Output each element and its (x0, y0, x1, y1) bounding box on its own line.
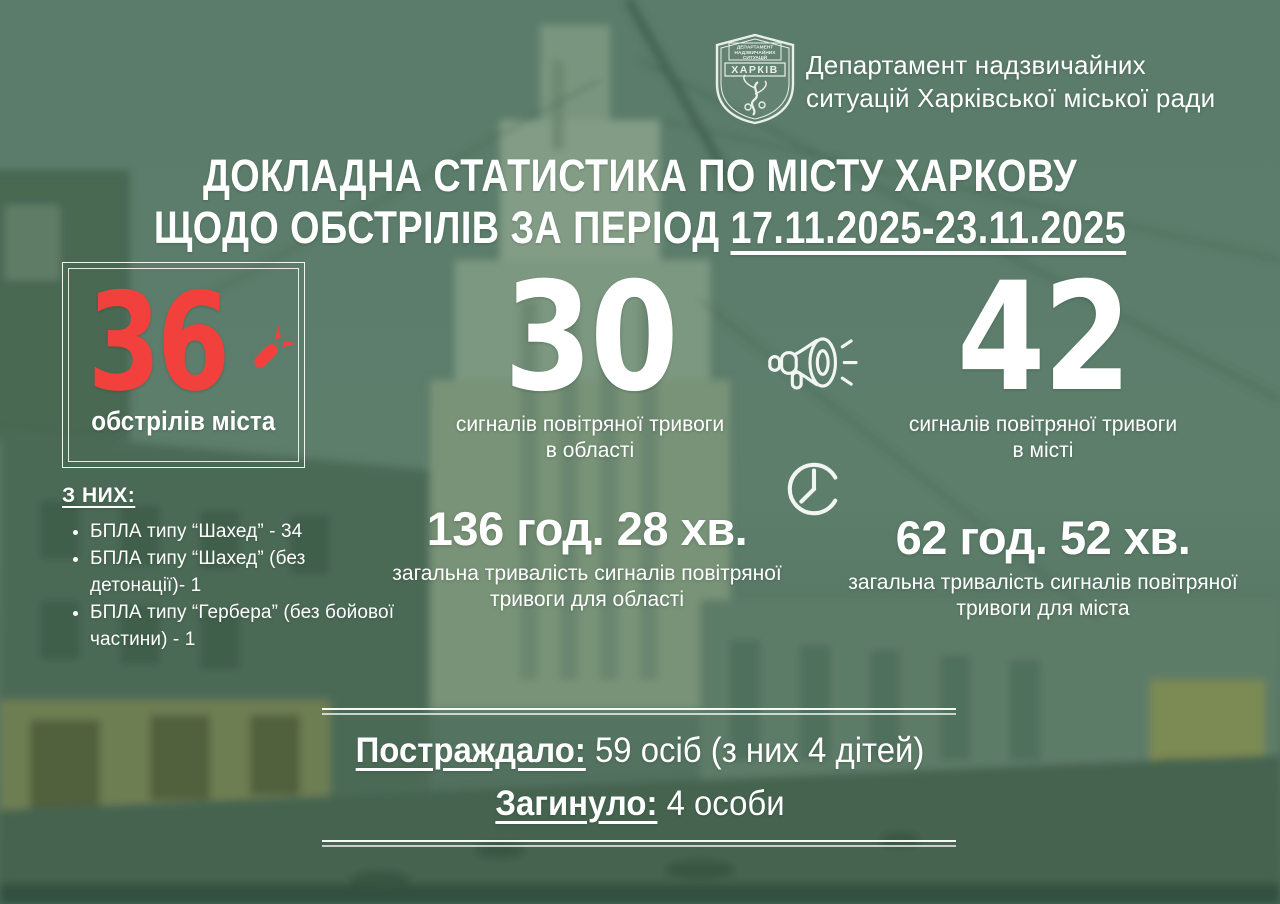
duration-oblast-label2: тривоги для області (489, 588, 685, 611)
alerts-city-label1: сигналів повітряної тривоги (908, 413, 1178, 436)
title-line1: ДОКЛАДНА СТАТИСТИКА ПО МІСТУ ХАРКОВУ (202, 150, 1078, 201)
duration-oblast: 136 год. 28 хв. загальна тривалість сигн… (390, 503, 784, 613)
logo-name: ХАРКІВ (731, 64, 779, 76)
alerts-oblast-count: 30 (503, 251, 679, 425)
org-name-line2: ситуацій Харківської міської ради (806, 83, 1216, 113)
org-name: Департамент надзвичайних ситуацій Харків… (806, 49, 1215, 115)
duration-city: 62 год. 52 хв. загальна тривалість сигна… (848, 512, 1238, 622)
shelling-count: 36 (87, 264, 230, 421)
title-line2-prefix: ЩОДО ОБСТРІЛІВ ЗА ПЕРІОД (153, 202, 731, 253)
duration-city-label1: загальна тривалість сигналів повітряної (848, 571, 1238, 594)
logo-text-2: НАДЗВИЧАЙНИХ (735, 48, 777, 56)
shelling-count-box: 36 обстрілів міста (62, 262, 305, 468)
duration-city-value: 62 год. 52 хв. (895, 511, 1191, 564)
killed-label: Загинуло: (495, 784, 658, 823)
casualties-block: Постраждало: 59 осіб (з них 4 дітей) Заг… (0, 731, 1280, 824)
logo-text-3: СИТУАЦІЙ (743, 53, 768, 61)
alerts-oblast-label2: в області (545, 439, 635, 462)
killed-value: 4 особи (657, 784, 785, 823)
divider-bottom (322, 840, 956, 847)
department-shield-icon: ДЕПАРТАМЕНТ НАДЗВИЧАЙНИХ СИТУАЦІЙ ХАРКІВ (715, 33, 795, 125)
duration-oblast-label1: загальна тривалість сигналів повітряної (392, 562, 782, 585)
alerts-oblast-stat: 30 сигналів повітряної тривоги в області (430, 251, 750, 464)
duration-city-label2: тривоги для міста (956, 597, 1130, 620)
divider-top (322, 708, 956, 715)
alerts-city-count: 42 (956, 251, 1132, 425)
injured-value: 59 осіб (з них 4 дітей) (585, 731, 925, 770)
report-period: 17.11.2025-23.11.2025 (730, 202, 1127, 253)
alerts-oblast-label1: сигналів повітряної тривоги (455, 413, 725, 436)
duration-oblast-value: 136 год. 28 хв. (426, 502, 748, 555)
title-line2: ЩОДО ОБСТРІЛІВ ЗА ПЕРІОД 17.11.2025-23.1… (102, 202, 1177, 254)
megaphone-icon (768, 337, 858, 390)
breakdown-item: БПЛА типу “Гербера” (без бойової частини… (90, 599, 398, 653)
alerts-city-label2: в місті (1012, 439, 1074, 462)
shelling-count-label: обстрілів міста (91, 406, 276, 436)
breakdown-item: БПЛА типу “Шахед” (без детонації)- 1 (90, 545, 398, 599)
injured-label: Постраждало: (355, 731, 586, 770)
clock-icon (787, 462, 841, 516)
shelling-breakdown: З НИХ: БПЛА типу “Шахед” - 34 БПЛА типу … (62, 484, 398, 653)
breakdown-item: БПЛА типу “Шахед” - 34 (90, 518, 398, 545)
injured-line: Постраждало: 59 осіб (з них 4 дітей) (38, 731, 1241, 771)
killed-line: Загинуло: 4 особи (38, 784, 1241, 824)
alerts-city-stat: 42 сигналів повітряної тривоги в місті (878, 251, 1208, 464)
breakdown-title: З НИХ: (62, 484, 136, 507)
bomb-icon (254, 325, 298, 368)
breakdown-list: БПЛА типу “Шахед” - 34 БПЛА типу “Шахед”… (90, 518, 398, 653)
logo-text-1: ДЕПАРТАМЕНТ (737, 45, 773, 51)
org-name-line1: Департамент надзвичайних (806, 50, 1146, 80)
title-block: ДОКЛАДНА СТАТИСТИКА ПО МІСТУ ХАРКОВУ ЩОД… (0, 150, 1280, 254)
